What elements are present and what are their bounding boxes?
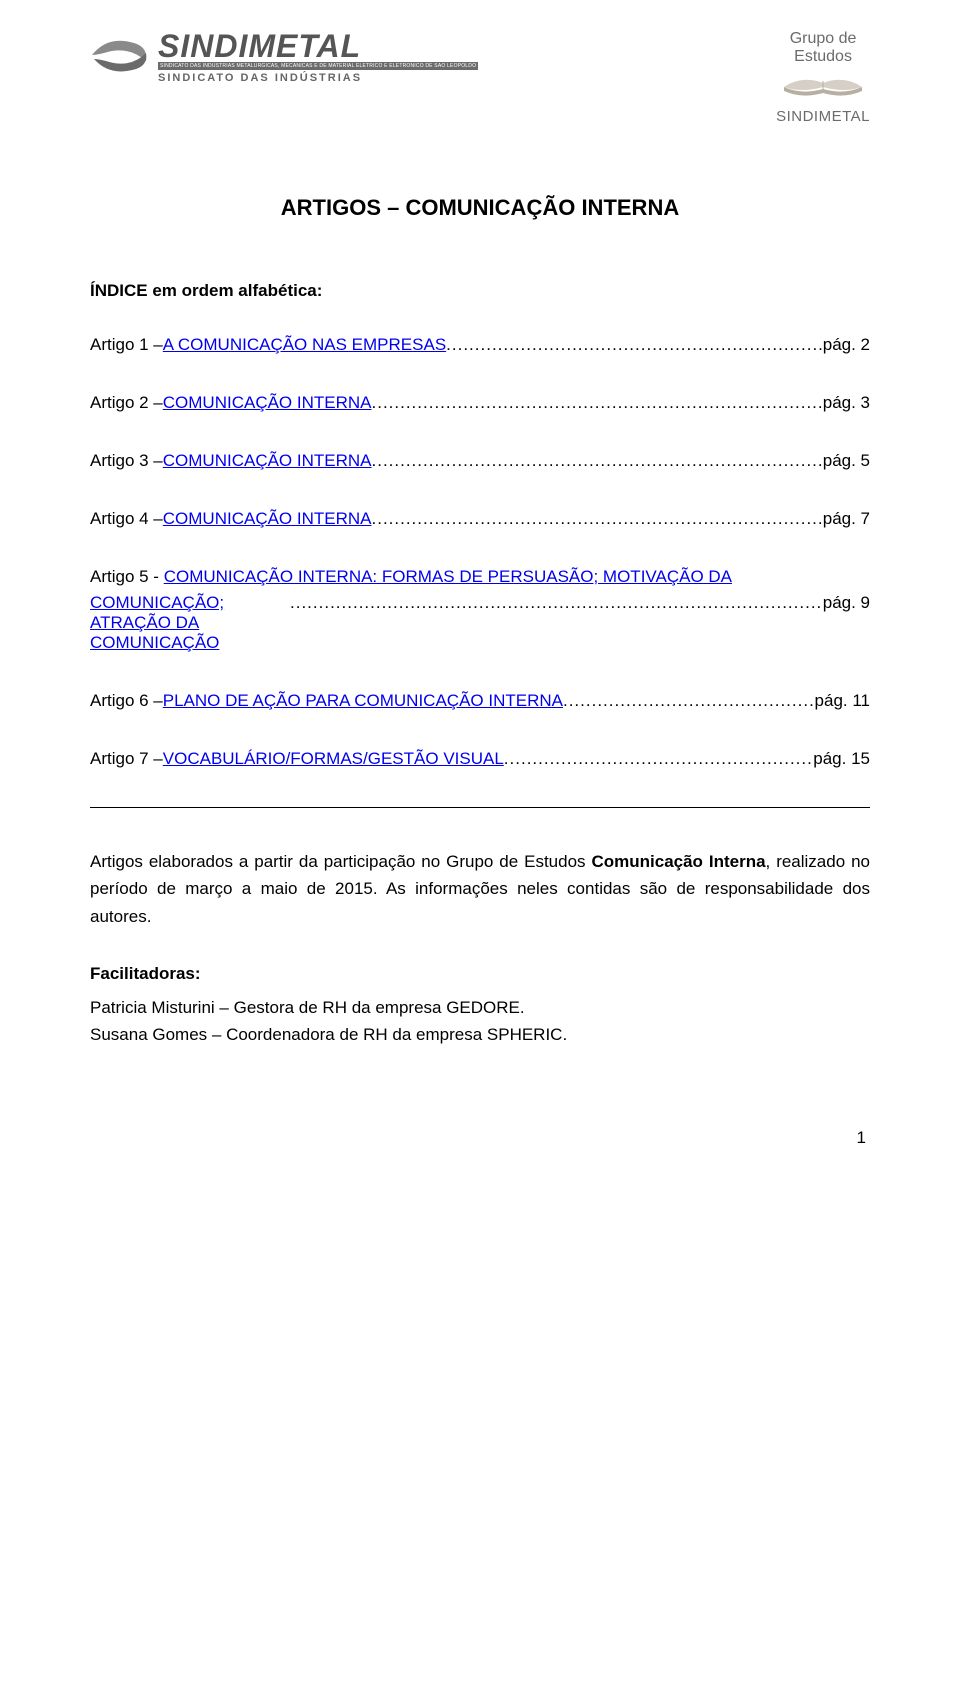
toc-link[interactable]: COMUNICAÇÃO; ATRAÇÃO DA COMUNICAÇÃO: [90, 593, 290, 653]
logo-right-block: Grupo de Estudos SINDIMETAL: [776, 30, 870, 125]
toc-page: pág. 9: [823, 593, 870, 613]
toc-row: Artigo 1 – A COMUNICAÇÃO NAS EMPRESAS pá…: [90, 335, 870, 355]
facilitadora-line: Patricia Misturini – Gestora de RH da em…: [90, 994, 870, 1021]
facilitadoras-label: Facilitadoras:: [90, 964, 870, 984]
toc-link[interactable]: A COMUNICAÇÃO NAS EMPRESAS: [163, 335, 446, 355]
toc-dots: [563, 691, 815, 711]
toc-dots: [446, 335, 823, 355]
toc-prefix: Artigo 1 –: [90, 335, 163, 355]
index-label: ÍNDICE em ordem alfabética:: [90, 281, 870, 301]
toc-page: pág. 3: [823, 393, 870, 413]
toc-dots: [504, 749, 813, 769]
logo-main-text: SINDIMETAL: [158, 30, 478, 62]
toc-prefix: Artigo 3 –: [90, 451, 163, 471]
toc-link[interactable]: PLANO DE AÇÃO PARA COMUNICAÇÃO INTERNA: [163, 691, 563, 711]
toc-page: pág. 7: [823, 509, 870, 529]
toc-row: Artigo 4 – COMUNICAÇÃO INTERNA pág. 7: [90, 509, 870, 529]
toc-prefix: Artigo 7 –: [90, 749, 163, 769]
toc-page: pág. 11: [815, 691, 870, 711]
toc-prefix: Artigo 6 –: [90, 691, 163, 711]
toc-link[interactable]: COMUNICAÇÃO INTERNA: [163, 451, 372, 471]
logo-text-block: SINDIMETAL SINDICATO DAS INDUSTRIAS META…: [158, 30, 478, 84]
toc-row: Artigo 6 – PLANO DE AÇÃO PARA COMUNICAÇÃ…: [90, 691, 870, 711]
right-line2: Estudos: [776, 48, 870, 66]
toc-list: Artigo 1 – A COMUNICAÇÃO NAS EMPRESAS pá…: [90, 335, 870, 769]
right-line1: Grupo de: [776, 30, 870, 48]
toc-prefix: Artigo 5 -: [90, 567, 164, 586]
toc-row: Artigo 7 – VOCABULÁRIO/FORMAS/GESTÃO VIS…: [90, 749, 870, 769]
toc-row: Artigo 3 – COMUNICAÇÃO INTERNA pág. 5: [90, 451, 870, 471]
facilitadoras-list: Patricia Misturini – Gestora de RH da em…: [90, 994, 870, 1048]
toc-link[interactable]: COMUNICAÇÃO INTERNA: [163, 393, 372, 413]
toc-link[interactable]: VOCABULÁRIO/FORMAS/GESTÃO VISUAL: [163, 749, 504, 769]
toc-dots: [372, 451, 823, 471]
book-icon: [776, 69, 870, 104]
page-number: 1: [90, 1128, 870, 1148]
toc-page: pág. 15: [813, 749, 870, 769]
toc-page: pág. 2: [823, 335, 870, 355]
toc-prefix: Artigo 4 –: [90, 509, 163, 529]
logo-left-block: SINDIMETAL SINDICATO DAS INDUSTRIAS META…: [90, 30, 478, 84]
logo-swoosh-icon: [90, 33, 150, 81]
toc-link[interactable]: COMUNICAÇÃO INTERNA: [163, 509, 372, 529]
toc-page: pág. 5: [823, 451, 870, 471]
logo-sub-text: SINDICATO DAS INDÚSTRIAS: [158, 72, 478, 84]
toc-row: Artigo 5 - COMUNICAÇÃO INTERNA: FORMAS D…: [90, 567, 870, 653]
toc-prefix: Artigo 2 –: [90, 393, 163, 413]
document-title: ARTIGOS – COMUNICAÇÃO INTERNA: [90, 195, 870, 221]
section-divider: [90, 807, 870, 808]
toc-link[interactable]: COMUNICAÇÃO INTERNA: FORMAS DE PERSUASÃO…: [164, 567, 732, 586]
footer-paragraph: Artigos elaborados a partir da participa…: [90, 848, 870, 930]
right-brand: SINDIMETAL: [776, 108, 870, 125]
document-header: SINDIMETAL SINDICATO DAS INDUSTRIAS META…: [90, 30, 870, 125]
toc-dots: [290, 593, 823, 613]
toc-dots: [372, 509, 823, 529]
facilitadora-line: Susana Gomes – Coordenadora de RH da emp…: [90, 1021, 870, 1048]
toc-row: Artigo 2 – COMUNICAÇÃO INTERNA pág. 3: [90, 393, 870, 413]
logo-bar-text: SINDICATO DAS INDUSTRIAS METALURGICAS, M…: [158, 62, 478, 70]
toc-dots: [372, 393, 823, 413]
